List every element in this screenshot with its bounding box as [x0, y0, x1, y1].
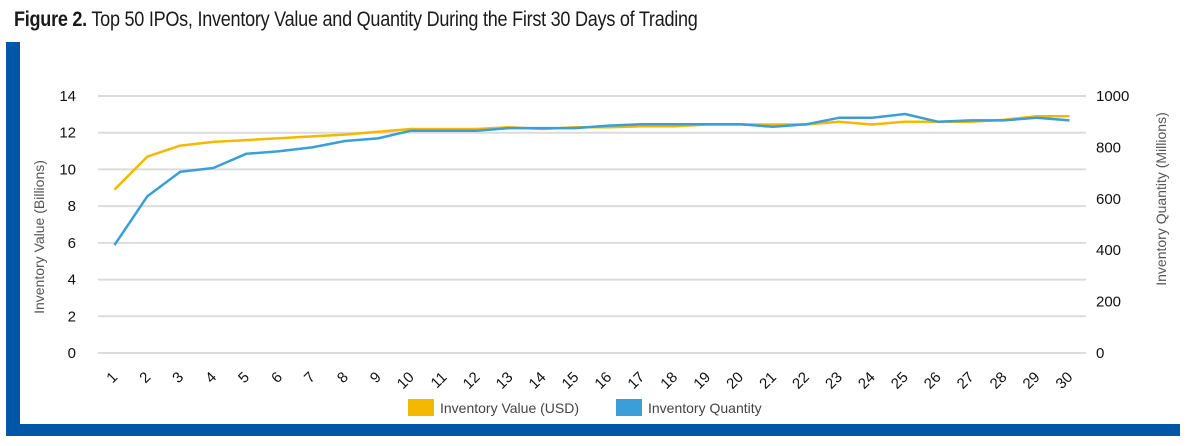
- x-tick-label: 19: [690, 369, 714, 393]
- left-axis-title: Inventory Value (Billions): [31, 160, 47, 314]
- left-axis-ticks: 0 2 4 6 8 10 12 14: [59, 88, 76, 362]
- x-tick-label: 17: [624, 369, 648, 393]
- left-tick-label: 2: [68, 308, 76, 325]
- grid-lines: [98, 95, 1086, 354]
- legend-swatch: [408, 399, 434, 416]
- legend-label: Inventory Value (USD): [440, 400, 579, 416]
- right-tick-label: 400: [1096, 242, 1121, 259]
- x-tick-label: 3: [169, 369, 187, 387]
- right-tick-label: 800: [1096, 139, 1121, 156]
- x-tick-label: 5: [235, 369, 253, 387]
- x-tick-label: 29: [1020, 369, 1044, 393]
- x-tick-label: 16: [591, 369, 615, 393]
- figure-title: Figure 2. Top 50 IPOs, Inventory Value a…: [14, 8, 698, 32]
- right-tick-label: 1000: [1096, 88, 1129, 105]
- right-axis-ticks: 0 200 400 600 800 1000: [1096, 88, 1129, 362]
- left-tick-label: 10: [59, 161, 76, 178]
- x-tick-label: 13: [493, 369, 517, 393]
- x-axis-ticks: 1 2 3 4 5 6 7 8 9 10 11 12 13 14 15 16 17 18 19 20 21 22 23 24 2…: [103, 369, 1076, 393]
- x-tick-label: 7: [301, 369, 319, 387]
- legend: Inventory Value (USD) Inventory Quantity: [408, 399, 762, 416]
- x-tick-label: 8: [334, 369, 352, 387]
- series-line-inventory-quantity: [113, 112, 1070, 246]
- x-tick-label: 15: [559, 369, 583, 393]
- series-lines: [113, 112, 1070, 246]
- x-tick-label: 21: [756, 369, 780, 393]
- x-tick-label: 22: [789, 369, 813, 393]
- right-tick-label: 600: [1096, 191, 1121, 208]
- left-tick-label: 14: [59, 88, 76, 105]
- right-tick-label: 0: [1096, 345, 1104, 362]
- x-tick-label: 26: [921, 369, 945, 393]
- x-tick-label: 2: [136, 369, 154, 387]
- x-tick-label: 20: [723, 369, 747, 393]
- left-tick-label: 6: [68, 235, 76, 252]
- x-tick-label: 6: [268, 369, 286, 387]
- x-tick-label: 4: [202, 369, 220, 387]
- left-tick-label: 12: [59, 125, 76, 142]
- x-tick-label: 27: [954, 369, 978, 393]
- x-tick-label: 11: [428, 369, 451, 392]
- legend-label: Inventory Quantity: [648, 400, 762, 416]
- x-tick-label: 30: [1053, 369, 1077, 393]
- x-tick-label: 25: [888, 369, 912, 393]
- left-tick-label: 0: [68, 345, 76, 362]
- x-tick-label: 10: [394, 369, 418, 393]
- figure-title-text: Top 50 IPOs, Inventory Value and Quantit…: [91, 8, 698, 31]
- right-axis-title: Inventory Quantity (Millions): [1153, 112, 1169, 286]
- x-tick-label: 14: [526, 369, 550, 393]
- left-tick-label: 8: [68, 198, 76, 215]
- x-tick-label: 18: [657, 369, 681, 393]
- legend-swatch: [616, 399, 642, 416]
- x-tick-label: 23: [822, 369, 846, 393]
- figure-number: Figure 2.: [14, 8, 87, 31]
- x-tick-label: 12: [460, 369, 484, 393]
- right-tick-label: 200: [1096, 294, 1121, 311]
- left-tick-label: 4: [68, 272, 76, 289]
- x-tick-label: 9: [367, 369, 385, 387]
- x-tick-label: 1: [103, 369, 121, 387]
- x-tick-label: 28: [987, 369, 1011, 393]
- x-tick-label: 24: [855, 369, 879, 393]
